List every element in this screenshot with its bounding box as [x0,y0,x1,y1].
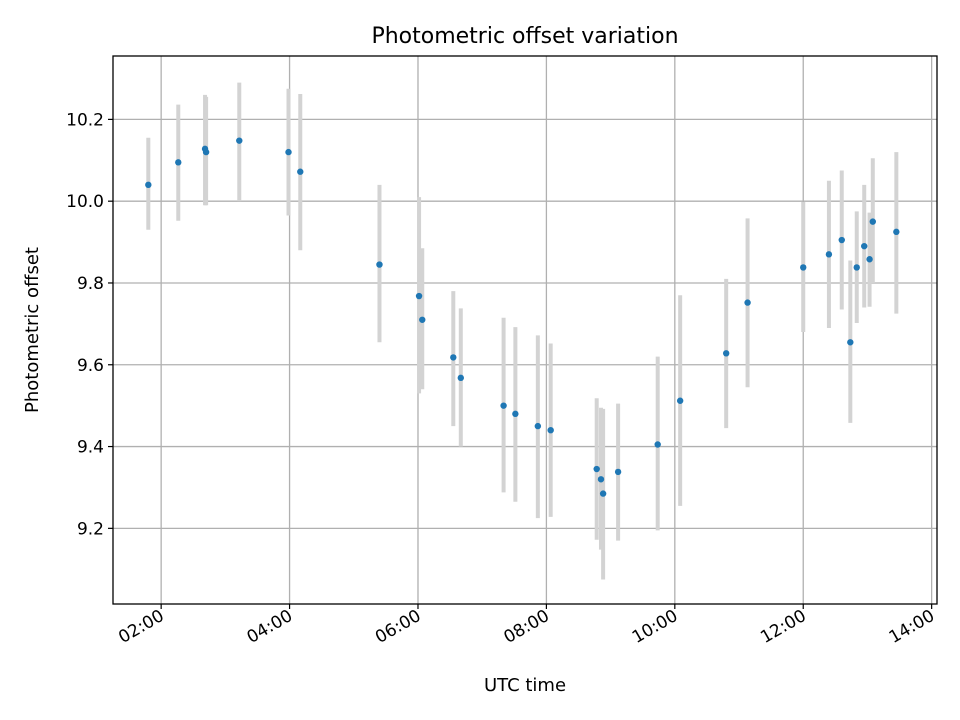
points-layer [145,137,900,497]
data-point [800,264,807,271]
data-point [853,264,860,271]
data-point [722,350,730,357]
plot-frame [112,55,938,605]
y-tick-label: 9.8 [77,274,104,294]
data-point [869,218,876,225]
data-point [175,159,182,166]
chart-title: Photometric offset variation [371,24,678,49]
data-point [285,148,292,156]
data-point [676,397,684,404]
data-point [847,339,854,346]
data-point [419,316,426,323]
data-point [654,441,661,448]
data-point [297,168,304,175]
data-point [236,137,243,144]
data-point [547,426,554,434]
data-point [145,181,152,189]
data-point [893,228,900,236]
y-tick-label: 9.2 [77,519,104,539]
x-axis-label: UTC time [484,675,566,696]
y-tick-label: 9.6 [77,356,104,376]
data-point [866,256,873,263]
data-point [415,292,423,300]
y-tick-label: 9.4 [77,438,104,458]
data-point [597,476,605,483]
y-tick-label: 10.2 [66,110,104,130]
data-point [500,402,507,409]
data-point [450,354,457,361]
data-point [825,251,833,258]
data-point [534,422,542,430]
data-point [861,242,868,250]
data-point [838,236,845,244]
data-point [457,374,464,382]
data-point [744,299,751,306]
data-point [614,468,622,476]
data-point [512,410,519,418]
data-point [376,261,383,268]
data-point [202,148,210,156]
data-point [593,465,600,473]
data-point [599,490,607,497]
y-axis-label: Photometric offset [22,247,43,413]
y-tick-label: 10.0 [66,192,104,212]
